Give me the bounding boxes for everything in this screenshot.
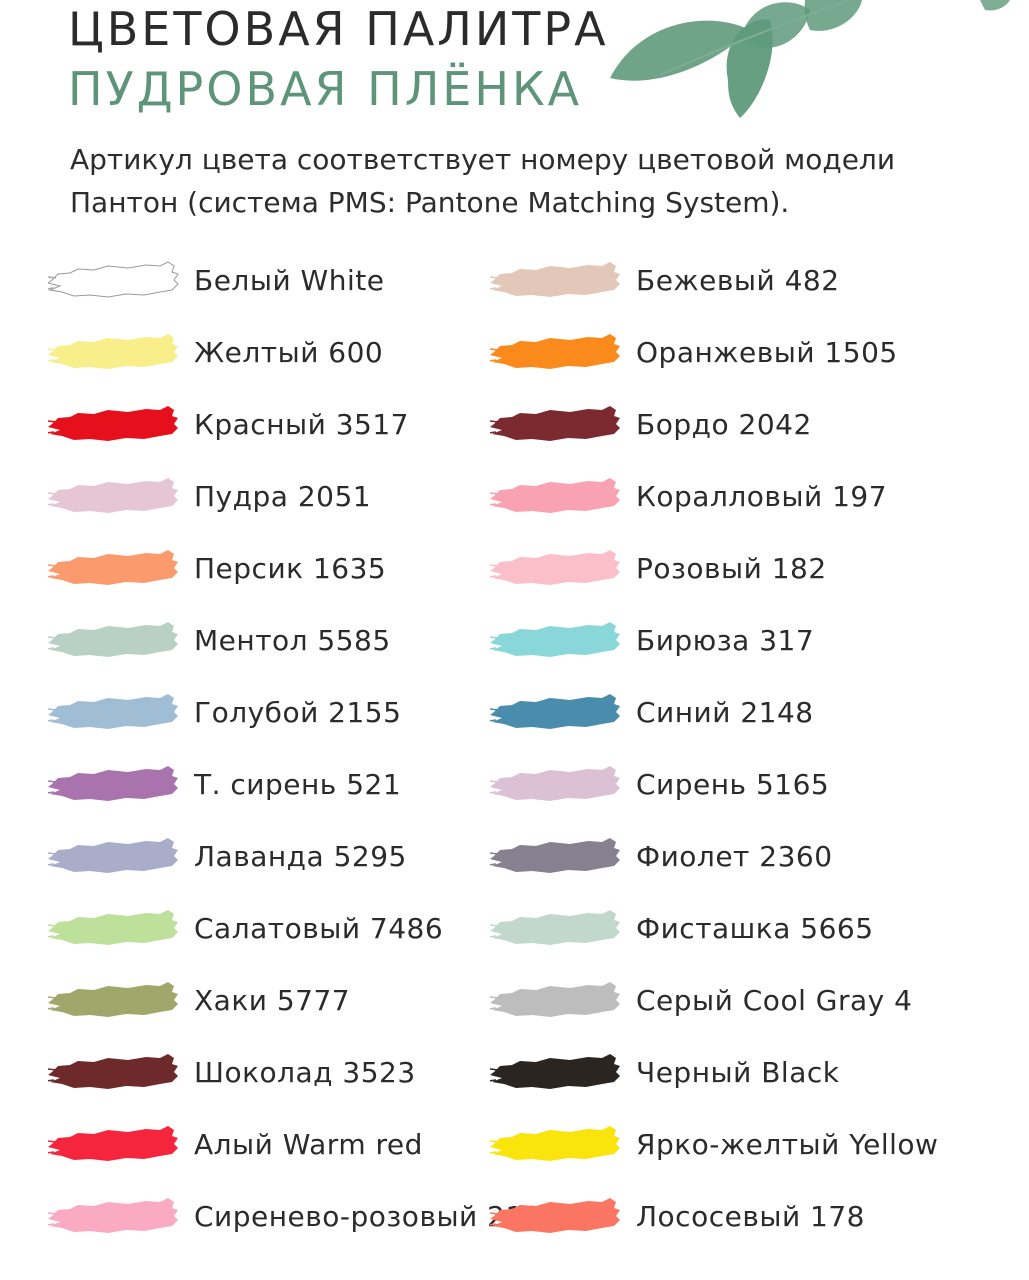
color-swatch: [48, 766, 178, 801]
color-swatch: [490, 1126, 620, 1161]
color-label: Салатовый 7486: [194, 912, 444, 945]
page-subtitle: ПУДРОВАЯ ПЛЁНКА: [68, 62, 583, 116]
color-label: Оранжевый 1505: [636, 336, 898, 369]
palette-item: Красный 3517: [48, 390, 518, 462]
color-swatch: [48, 334, 178, 369]
color-swatch: [490, 478, 620, 513]
color-label: Бежевый 482: [636, 264, 840, 297]
palette-item: Лаванда 5295: [48, 822, 518, 894]
palette-item: Черный Black: [490, 1038, 960, 1110]
color-swatch: [48, 1054, 178, 1089]
palette-item: Оранжевый 1505: [490, 318, 960, 390]
palette-item: Пудра 2051: [48, 462, 518, 534]
color-label: Шоколад 3523: [194, 1056, 416, 1089]
color-label: Белый White: [194, 264, 385, 297]
color-swatch: [48, 478, 178, 513]
color-label: Розовый 182: [636, 552, 827, 585]
palette-item: Фиолет 2360: [490, 822, 960, 894]
palette-item: Фисташка 5665: [490, 894, 960, 966]
color-label: Персик 1635: [194, 552, 387, 585]
palette-item: Сирень 5165: [490, 750, 960, 822]
color-label: Синий 2148: [636, 696, 814, 729]
color-swatch: [48, 406, 178, 441]
color-label: Черный Black: [636, 1056, 840, 1089]
description-text: Артикул цвета соответствует номеру цвето…: [70, 143, 896, 219]
palette-item: Алый Warm red: [48, 1110, 518, 1182]
color-swatch: [490, 910, 620, 945]
decorative-leaves-illustration: [610, 0, 1010, 119]
color-swatch: [490, 550, 620, 585]
color-label: Т. сирень 521: [194, 768, 402, 801]
palette-item: Синий 2148: [490, 678, 960, 750]
palette-item: Сиренево-розовый 210: [48, 1182, 542, 1254]
palette-item: Коралловый 197: [490, 462, 960, 534]
color-swatch: [490, 766, 620, 801]
palette-item: Салатовый 7486: [48, 894, 518, 966]
page-title: ЦВЕТОВАЯ ПАЛИТРА: [68, 2, 609, 56]
color-swatch: [48, 982, 178, 1017]
color-swatch: [48, 910, 178, 945]
color-swatch: [490, 406, 620, 441]
color-swatch: [48, 1126, 178, 1161]
color-label: Фисташка 5665: [636, 912, 874, 945]
palette-column-right: Бежевый 482 Оранжевый 1505 Бордо 2042 Корал…: [490, 246, 960, 1254]
color-swatch: [490, 838, 620, 873]
color-swatch: [48, 694, 178, 729]
color-swatch: [48, 550, 178, 585]
palette-item: Бирюза 317: [490, 606, 960, 678]
color-swatch: [490, 262, 620, 297]
palette-item: Бордо 2042: [490, 390, 960, 462]
color-label: Красный 3517: [194, 408, 409, 441]
color-label: Лососевый 178: [636, 1200, 865, 1233]
color-label: Бордо 2042: [636, 408, 812, 441]
palette-item: Бежевый 482: [490, 246, 960, 318]
palette-item: Ярко-желтый Yellow: [490, 1110, 960, 1182]
color-swatch: [490, 982, 620, 1017]
color-label: Пудра 2051: [194, 480, 372, 513]
color-label: Лаванда 5295: [194, 840, 407, 873]
color-label: Фиолет 2360: [636, 840, 833, 873]
color-swatch: [490, 622, 620, 657]
color-swatch: [48, 838, 178, 873]
color-label: Хаки 5777: [194, 984, 351, 1017]
palette-item: Серый Cool Gray 4: [490, 966, 960, 1038]
color-label: Ярко-желтый Yellow: [636, 1128, 939, 1161]
palette-item: Ментол 5585: [48, 606, 518, 678]
color-label: Голубой 2155: [194, 696, 402, 729]
color-label: Алый Warm red: [194, 1128, 423, 1161]
color-label: Бирюза 317: [636, 624, 815, 657]
color-swatch: [490, 1054, 620, 1089]
color-swatch: [48, 1198, 178, 1233]
color-swatch: [490, 334, 620, 369]
palette-item: Шоколад 3523: [48, 1038, 518, 1110]
color-swatch: [48, 261, 179, 298]
palette-item: Персик 1635: [48, 534, 518, 606]
color-swatch: [490, 1198, 620, 1233]
palette-item: Т. сирень 521: [48, 750, 518, 822]
palette-item: Желтый 600: [48, 318, 518, 390]
palette-item: Розовый 182: [490, 534, 960, 606]
palette-item: Голубой 2155: [48, 678, 518, 750]
color-swatch: [490, 694, 620, 729]
palette-item: Лососевый 178: [490, 1182, 960, 1254]
palette-item: Хаки 5777: [48, 966, 518, 1038]
color-label: Ментол 5585: [194, 624, 391, 657]
color-label: Коралловый 197: [636, 480, 888, 513]
color-label: Желтый 600: [194, 336, 384, 369]
color-label: Сирень 5165: [636, 768, 830, 801]
palette-item: Белый White: [48, 246, 518, 318]
color-swatch: [48, 622, 178, 657]
color-label: Сиренево-розовый 210: [194, 1200, 543, 1233]
color-label: Серый Cool Gray 4: [636, 984, 913, 1017]
palette-column-left: Белый White Желтый 600 Красный 3517 Пудра 2…: [48, 246, 542, 1254]
